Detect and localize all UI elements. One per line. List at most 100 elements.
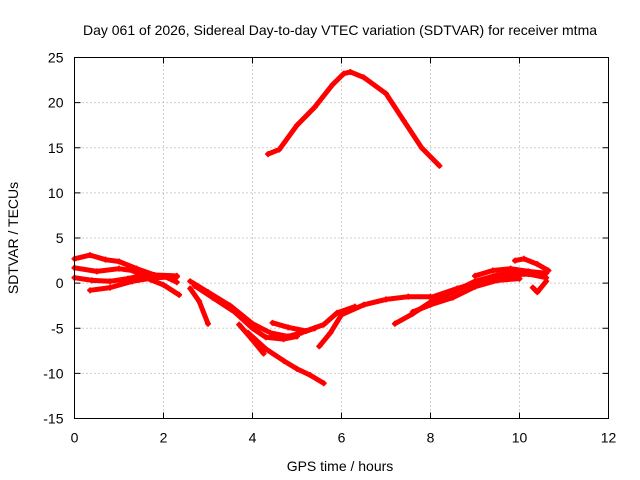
data-point	[534, 261, 541, 268]
data-point	[427, 301, 434, 308]
data-point	[405, 293, 412, 300]
data-point	[545, 267, 552, 274]
data-point	[173, 273, 180, 280]
y-tick-label: 25	[48, 50, 64, 66]
data-point	[129, 267, 136, 274]
data-point	[307, 372, 314, 379]
series-dip-e	[245, 330, 327, 386]
data-point	[543, 278, 550, 285]
data-point	[231, 309, 238, 316]
data-point	[102, 256, 109, 263]
series-late-b	[512, 256, 551, 273]
data-point	[276, 146, 283, 153]
data-point	[512, 257, 519, 264]
series-arc-high	[265, 69, 442, 169]
series-dip-g	[316, 294, 433, 349]
data-point	[347, 68, 354, 75]
data-point	[383, 90, 389, 97]
data-point	[480, 277, 487, 284]
data-point	[209, 294, 216, 301]
data-point	[489, 267, 496, 274]
y-tick-label: 15	[48, 140, 64, 156]
data-point	[472, 272, 478, 279]
data-point	[427, 294, 434, 301]
data-point	[520, 255, 527, 262]
y-tick-label: -10	[43, 365, 63, 381]
series-layer	[71, 68, 552, 387]
data-point	[87, 287, 94, 294]
data-point	[503, 272, 510, 279]
data-point	[176, 291, 183, 298]
data-point	[116, 265, 122, 272]
series-dip-f	[270, 304, 358, 334]
data-point	[400, 117, 407, 124]
data-point	[89, 277, 96, 284]
data-point	[269, 319, 276, 326]
data-point	[525, 268, 532, 275]
series-rise-c	[428, 271, 549, 301]
data-point	[529, 284, 536, 291]
series-rise-b	[410, 276, 522, 315]
data-point	[454, 285, 461, 292]
data-point	[93, 268, 100, 275]
data-point	[191, 282, 198, 289]
x-tick-label: 10	[512, 430, 528, 446]
data-point	[327, 329, 334, 336]
data-point	[236, 321, 243, 328]
data-point	[245, 329, 252, 336]
data-point	[107, 278, 114, 285]
y-tick-label: -15	[43, 411, 63, 427]
data-point	[294, 122, 300, 129]
data-point	[360, 301, 367, 308]
data-point	[187, 278, 194, 285]
data-point	[267, 329, 274, 336]
data-point	[340, 70, 347, 77]
data-point	[294, 365, 300, 372]
data-point	[311, 104, 318, 111]
x-axis-label: GPS time / hours	[287, 458, 394, 474]
x-tick-label: 8	[427, 430, 435, 446]
data-point	[87, 252, 94, 259]
data-point	[338, 311, 345, 318]
data-point	[391, 320, 398, 327]
data-point	[260, 350, 267, 357]
data-point	[129, 278, 136, 285]
data-point	[280, 336, 287, 343]
x-tick-label: 0	[71, 430, 79, 446]
data-point	[173, 279, 180, 286]
x-tick-label: 6	[338, 430, 346, 446]
data-point	[383, 296, 389, 303]
data-point	[294, 333, 300, 340]
data-point	[265, 151, 272, 158]
grid-layer	[74, 57, 609, 419]
data-point	[262, 346, 269, 353]
tick-layer: 0 2 4 6 8 10 12 -15 -10 -5 0 5 10 15 20 25	[43, 50, 616, 446]
data-point	[320, 380, 327, 387]
data-point	[334, 309, 341, 316]
data-point	[196, 298, 203, 305]
data-point	[116, 258, 122, 265]
data-point	[262, 334, 269, 341]
y-axis-label: SDTVAR / TECUs	[5, 182, 21, 294]
data-point	[534, 289, 541, 296]
data-point	[316, 343, 323, 350]
data-point	[320, 321, 327, 328]
data-point	[280, 357, 287, 364]
x-tick-label: 4	[249, 430, 257, 446]
y-tick-label: 5	[56, 230, 64, 246]
data-point	[418, 144, 425, 151]
data-point	[507, 265, 514, 272]
y-tick-label: 10	[48, 185, 64, 201]
data-point	[409, 309, 416, 316]
data-point	[329, 81, 336, 88]
data-point	[285, 324, 292, 331]
data-point	[107, 284, 114, 291]
x-tick-label: 2	[160, 430, 168, 446]
data-point	[187, 285, 194, 292]
data-point	[151, 274, 158, 281]
data-point	[160, 281, 167, 288]
chart-title: Day 061 of 2026, Sidereal Day-to-day VTE…	[83, 22, 597, 38]
data-point	[436, 162, 443, 169]
